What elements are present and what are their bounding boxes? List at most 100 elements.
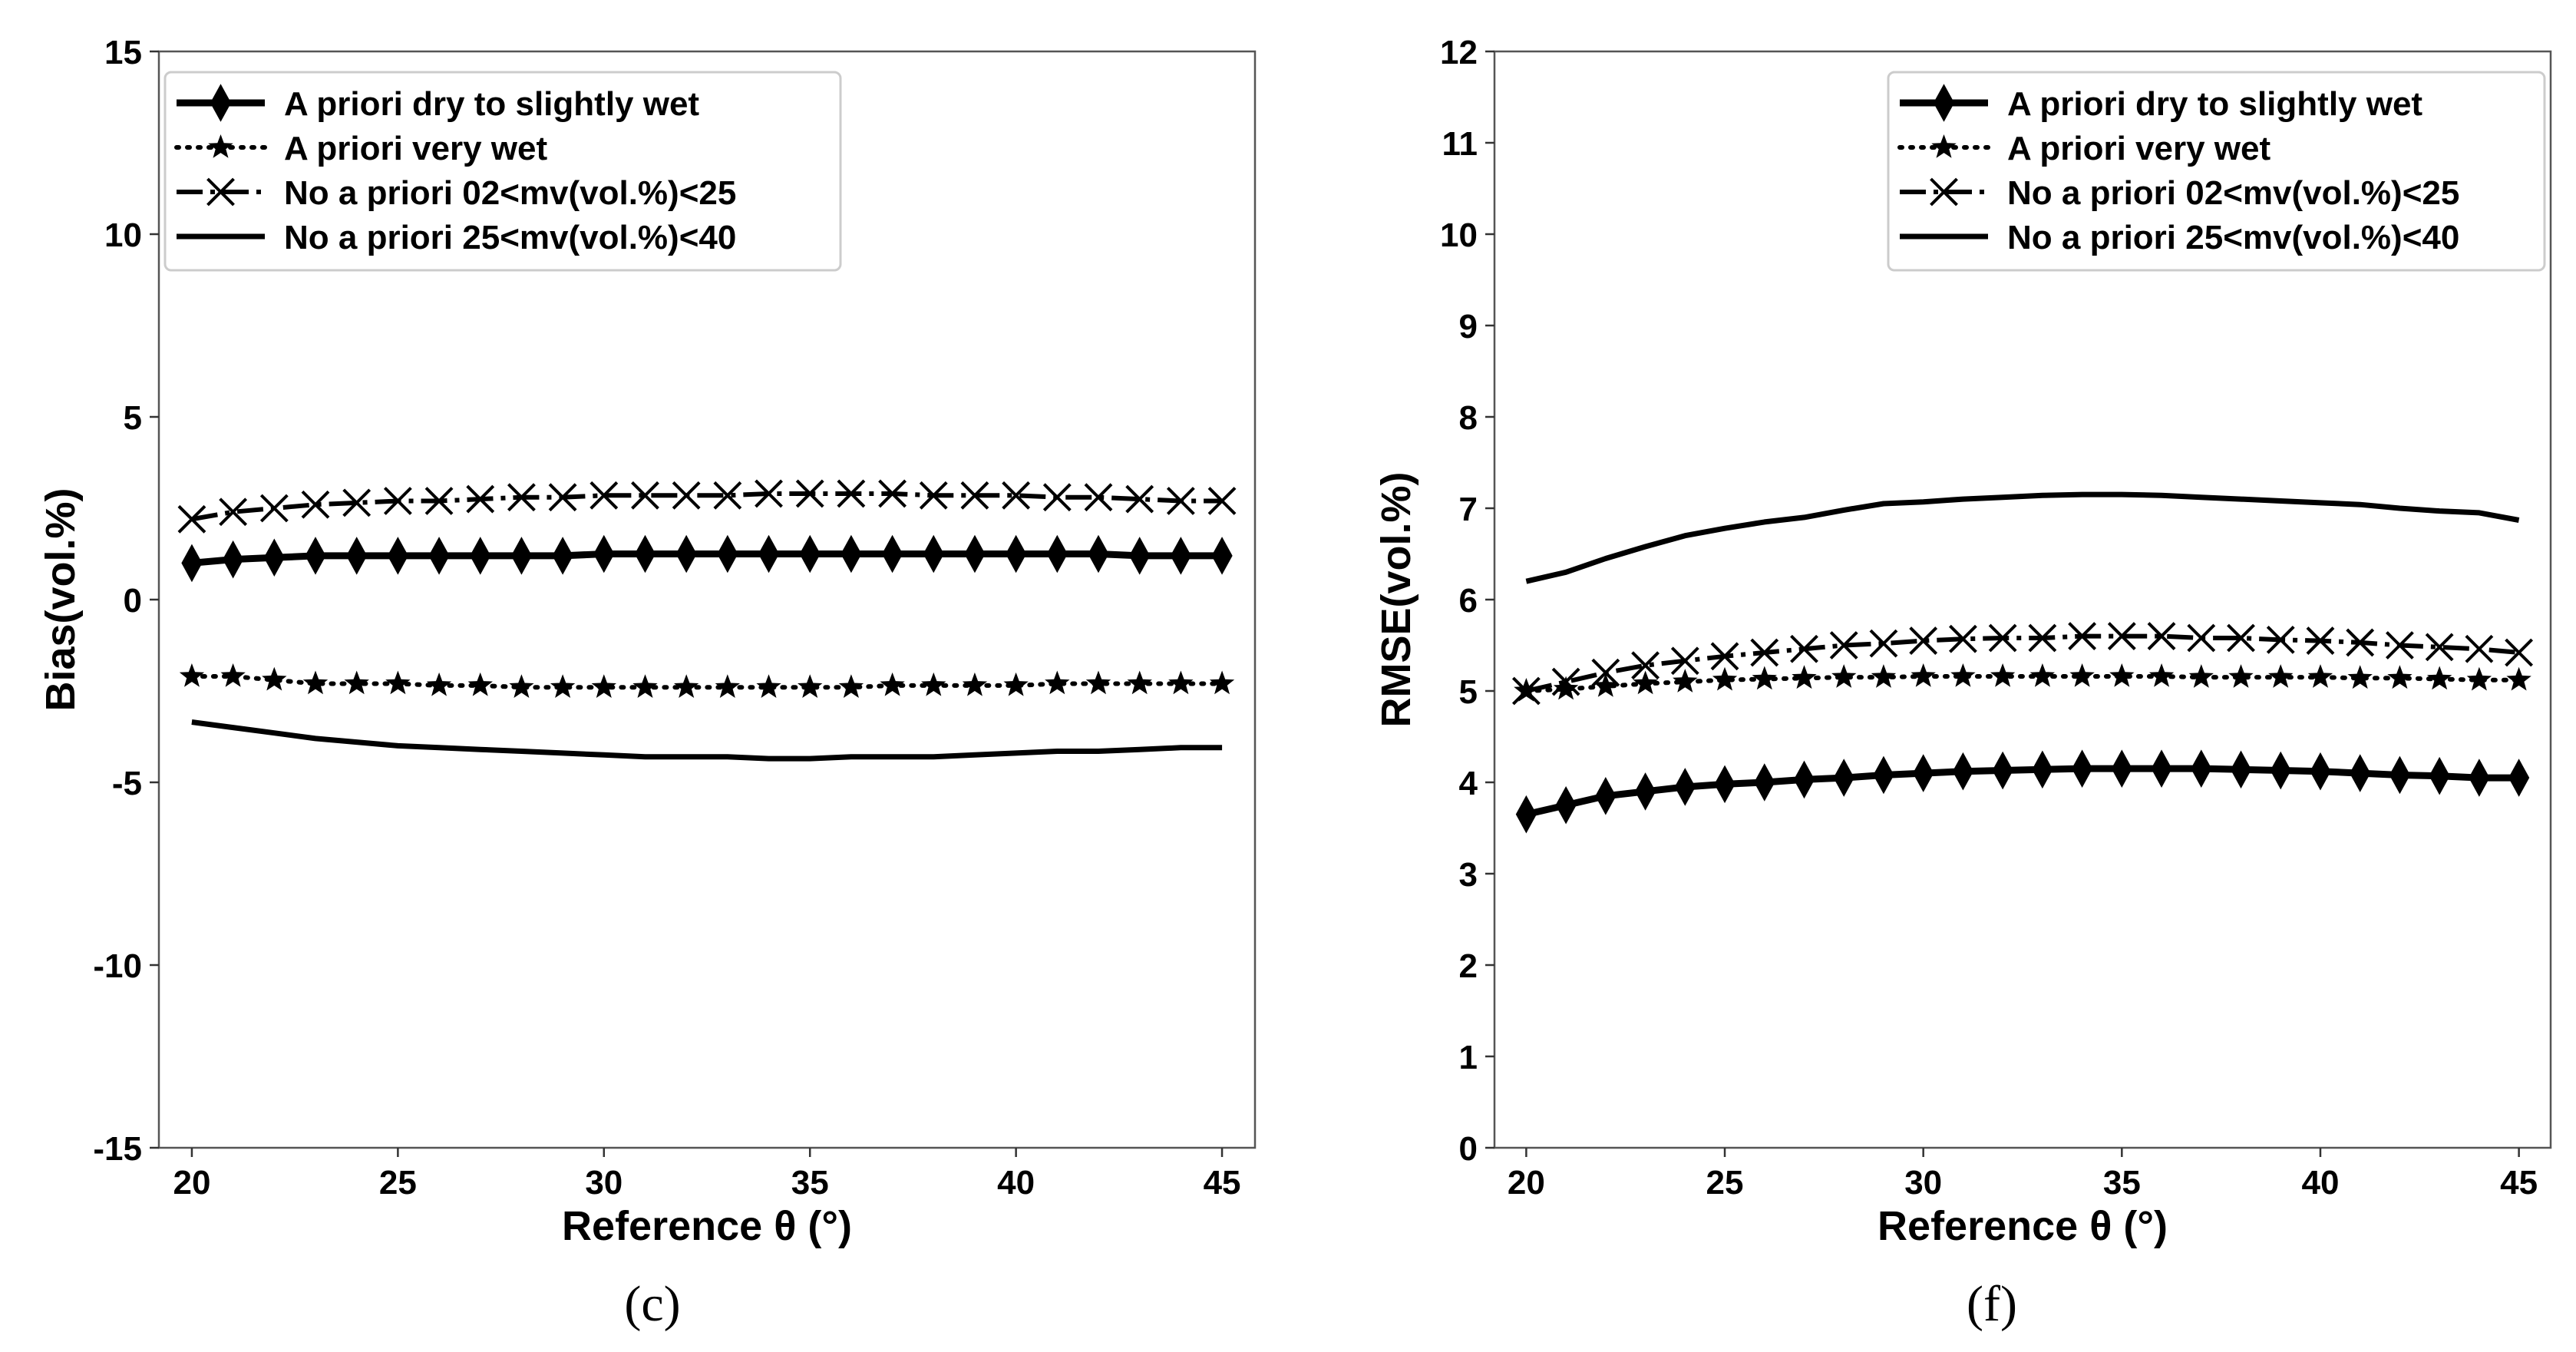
legend-label: No a priori 02<mv(vol.%)<25 (284, 174, 736, 212)
data-point-diamond (593, 534, 615, 574)
data-point-star (1003, 672, 1029, 696)
data-point-x (672, 481, 701, 510)
data-point-diamond (1952, 752, 1974, 791)
series-no-a-priori-25-mv-vol-40 (191, 719, 1223, 762)
legend-label: A priori very wet (284, 130, 547, 167)
data-point-star (2109, 663, 2135, 687)
data-point-x (878, 479, 907, 508)
data-point-diamond (1674, 768, 1696, 806)
y-tick-label: -10 (93, 947, 142, 985)
y-tick-label: 10 (1440, 217, 1478, 254)
data-point-x (1631, 651, 1660, 680)
data-point-x (2068, 622, 2097, 651)
series-line (1525, 633, 2519, 693)
data-point-star (798, 674, 823, 698)
data-point-x (2386, 631, 2414, 659)
legend-label: A priori very wet (2007, 130, 2271, 167)
data-point-star (509, 674, 534, 698)
data-point-x (2306, 626, 2335, 655)
data-point-x (1207, 487, 1237, 515)
data-point-diamond (1992, 751, 2013, 790)
data-point-diamond (428, 537, 450, 575)
data-point-star (632, 674, 658, 698)
data-point-x (2266, 625, 2295, 654)
data-point-x (2227, 623, 2255, 653)
data-point-x (713, 481, 742, 510)
legend: A priori dry to slightly wet A priori ver… (1887, 71, 2546, 272)
legend-label: No a priori 25<mv(vol.%)<40 (2007, 219, 2459, 256)
data-point-diamond (881, 534, 903, 574)
legend-marker-star (1931, 134, 1957, 158)
data-point-star (1712, 666, 1738, 691)
x-tick-label: 20 (173, 1164, 210, 1202)
y-tick-label: 5 (1459, 673, 1478, 711)
data-point-diamond (2429, 756, 2450, 795)
data-point-diamond (1714, 765, 1735, 804)
data-point-star (2466, 666, 2492, 691)
y-tick-label: 2 (1459, 947, 1478, 985)
data-point-diamond (2230, 750, 2252, 789)
data-point-diamond (2389, 755, 2411, 795)
data-point-star (1045, 670, 1070, 695)
series-no-a-priori-02-mv-vol-25 (1511, 622, 2534, 706)
data-point-star (880, 672, 905, 696)
data-point-diamond (2310, 752, 2331, 791)
data-point-star (1990, 663, 2016, 687)
x-tick-label: 30 (585, 1164, 623, 1202)
y-tick-label: 0 (124, 582, 142, 620)
legend-marker-diamond (1933, 84, 1955, 122)
data-point-star (1553, 676, 1579, 700)
x-tick-label: 25 (1706, 1164, 1744, 1202)
x-tick-label: 35 (2103, 1164, 2141, 1202)
data-point-diamond (346, 537, 368, 575)
data-point-star (2307, 664, 2333, 688)
data-point-star (715, 674, 740, 698)
data-point-x (177, 504, 206, 534)
data-point-diamond (758, 534, 780, 574)
x-tick-label: 35 (791, 1164, 829, 1202)
data-point-x (1511, 676, 1541, 706)
data-point-x (2187, 623, 2216, 653)
series-no-a-priori-25-mv-vol-40 (1525, 491, 2520, 584)
data-point-x (507, 483, 536, 512)
data-point-diamond (387, 537, 408, 575)
series-a-priori-dry-to-slightly-wet (181, 534, 1233, 583)
data-point-diamond (181, 544, 203, 583)
series-line (189, 674, 1225, 690)
data-point-star (2427, 666, 2452, 690)
data-point-diamond (2032, 750, 2053, 789)
y-tick-label: -15 (93, 1130, 142, 1168)
data-point-diamond (1006, 534, 1027, 574)
legend-box (1887, 71, 2546, 272)
y-tick-label: 8 (1459, 399, 1478, 437)
data-point-diamond (263, 538, 285, 577)
legend-label: A priori dry to slightly wet (284, 85, 699, 123)
legend-marker-star (208, 134, 233, 158)
data-point-x (1670, 646, 1699, 676)
data-point-x (631, 481, 659, 510)
data-point-x (219, 497, 248, 527)
series-a-priori-very-wet (179, 663, 1235, 698)
data-point-star (2268, 664, 2294, 688)
y-tick-label: -5 (112, 765, 142, 802)
panel-label: (c) (624, 1276, 680, 1332)
data-point-diamond (1833, 759, 1854, 797)
data-point-x (1551, 667, 1580, 696)
data-point-x (2107, 622, 2136, 651)
data-point-diamond (2469, 759, 2490, 797)
data-point-x (590, 481, 619, 510)
data-point-star (1593, 673, 1618, 697)
data-point-diamond (470, 537, 491, 575)
x-tick-label: 20 (1508, 1164, 1545, 1202)
data-point-x (2147, 622, 2176, 651)
data-point-star (1209, 670, 1235, 695)
data-point-x (2465, 634, 2494, 663)
data-point-star (756, 674, 781, 698)
data-point-star (1127, 670, 1152, 695)
y-tick-label: 11 (1442, 125, 1478, 163)
y-tick-label: 1 (1459, 1039, 1478, 1076)
data-point-star (385, 670, 411, 695)
data-point-diamond (305, 537, 326, 575)
data-point-x (466, 484, 495, 514)
